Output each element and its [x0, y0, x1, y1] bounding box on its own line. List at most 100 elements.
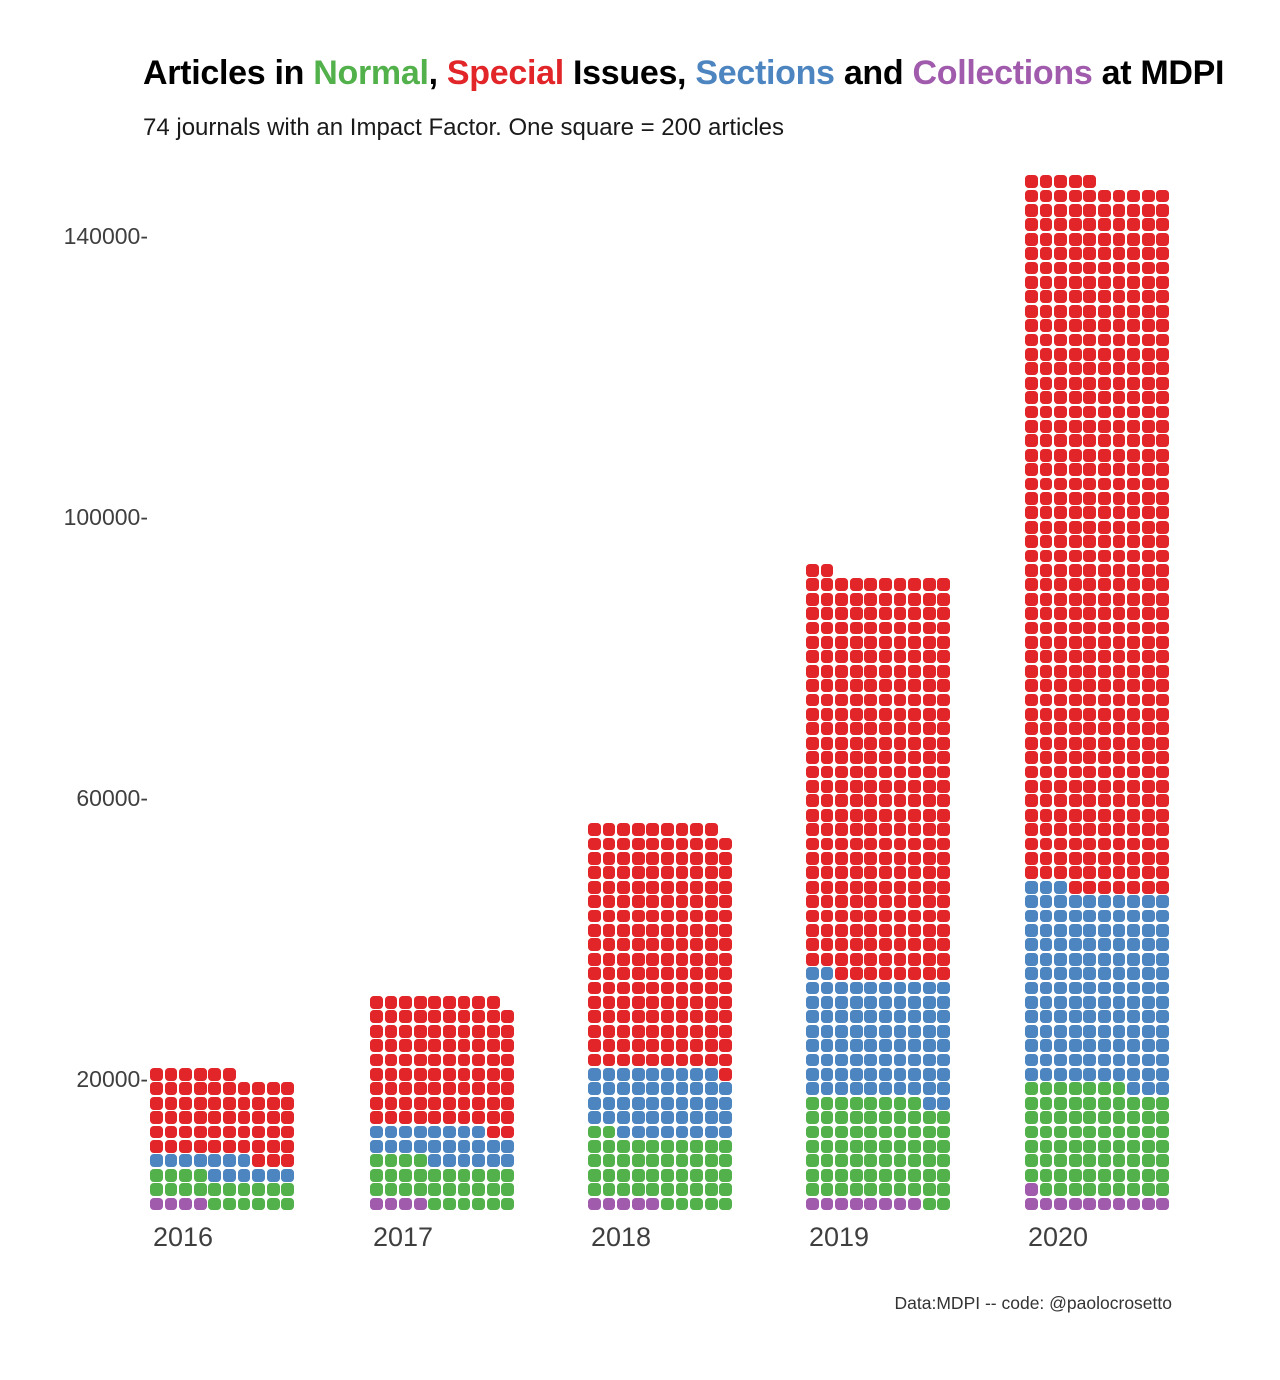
waffle-square [617, 1111, 630, 1124]
waffle-square [675, 1082, 689, 1096]
waffle-square [208, 1125, 222, 1139]
waffle-square [1112, 204, 1126, 217]
waffle-square [1112, 1183, 1126, 1196]
waffle-square [879, 592, 892, 606]
waffle-square [1083, 780, 1097, 793]
waffle-square [1039, 780, 1053, 793]
waffle-square [631, 823, 645, 836]
waffle-square [806, 1082, 819, 1096]
waffle-square [864, 693, 878, 707]
waffle-square [835, 1068, 848, 1081]
chart-subtitle: 74 journals with an Impact Factor. One s… [143, 114, 785, 141]
waffle-square [1141, 549, 1155, 563]
waffle-square [806, 650, 819, 664]
waffle-square [908, 693, 921, 707]
waffle-square [413, 1111, 427, 1124]
waffle-square [1156, 520, 1170, 534]
waffle-square [849, 636, 863, 649]
waffle-square [704, 1068, 718, 1081]
waffle-square [1112, 679, 1126, 692]
waffle-square [1112, 405, 1126, 419]
waffle-square [588, 895, 601, 908]
waffle-square [1127, 448, 1140, 462]
waffle-square [631, 996, 645, 1009]
waffle-square [690, 1168, 703, 1182]
waffle-square [835, 924, 848, 937]
waffle-square [1141, 823, 1155, 836]
y-axis-tick-label: 60000- [76, 784, 148, 811]
waffle-square [1098, 852, 1111, 865]
waffle-square [588, 967, 601, 980]
waffle-square [922, 679, 936, 692]
waffle-square [223, 1111, 236, 1124]
waffle-square [1141, 290, 1155, 304]
waffle-square [1025, 1125, 1038, 1139]
waffle-square [879, 909, 892, 923]
waffle-square [922, 1096, 936, 1110]
waffle-square [384, 1068, 398, 1081]
waffle-square [704, 1125, 718, 1139]
waffle-square [1112, 621, 1126, 635]
waffle-square [1141, 520, 1155, 534]
waffle-square [1098, 981, 1111, 995]
waffle-square [879, 1140, 892, 1153]
waffle-square [1083, 880, 1097, 894]
waffle-square [879, 722, 892, 736]
waffle-square [864, 736, 878, 750]
waffle-square [1068, 1168, 1082, 1182]
waffle-square [399, 996, 412, 1009]
waffle-square [908, 1168, 921, 1182]
waffle-square [893, 1197, 907, 1211]
waffle-square [704, 823, 718, 836]
waffle-square [1054, 1096, 1067, 1110]
waffle-square [893, 592, 907, 606]
waffle-square [704, 1168, 718, 1182]
waffle-square [1083, 823, 1097, 836]
waffle-square [1068, 1140, 1082, 1153]
waffle-square [1039, 232, 1053, 246]
waffle-square [1054, 376, 1067, 390]
waffle-square [1054, 1024, 1067, 1038]
waffle-square [1054, 175, 1067, 188]
waffle-square [675, 823, 689, 836]
waffle-square [1127, 1068, 1140, 1081]
waffle-square [1083, 477, 1097, 491]
waffle-square [1127, 434, 1140, 448]
waffle-square [937, 664, 951, 678]
waffle-square [922, 736, 936, 750]
waffle-square [1098, 751, 1111, 764]
waffle-square [1025, 204, 1038, 217]
waffle-square [1127, 1197, 1140, 1211]
waffle-square [849, 981, 863, 995]
waffle-square [237, 1096, 251, 1110]
waffle-square [646, 1053, 660, 1067]
waffle-square [1083, 520, 1097, 534]
waffle-square [849, 1024, 863, 1038]
waffle-square [864, 880, 878, 894]
waffle-square [879, 1168, 892, 1182]
waffle-square [179, 1096, 192, 1110]
waffle-square [922, 1140, 936, 1153]
waffle-square [1054, 290, 1067, 304]
waffle-square [193, 1140, 207, 1153]
waffle-square [922, 621, 936, 635]
waffle-square [879, 664, 892, 678]
waffle-square [879, 924, 892, 937]
waffle-square [937, 981, 951, 995]
waffle-square [1141, 1197, 1155, 1211]
waffle-square [849, 578, 863, 592]
waffle-square [1054, 808, 1067, 822]
waffle-square [413, 1024, 427, 1038]
waffle-square [1112, 333, 1126, 347]
waffle-square [806, 564, 819, 577]
waffle-square [1098, 1039, 1111, 1052]
waffle-square [1068, 463, 1082, 476]
waffle-square [690, 1082, 703, 1096]
waffle-square [1141, 506, 1155, 520]
waffle-square [1156, 1111, 1170, 1124]
waffle-square [1054, 996, 1067, 1009]
waffle-square [602, 1068, 616, 1081]
waffle-square [820, 866, 834, 880]
waffle-square [879, 952, 892, 966]
waffle-square [1112, 607, 1126, 620]
